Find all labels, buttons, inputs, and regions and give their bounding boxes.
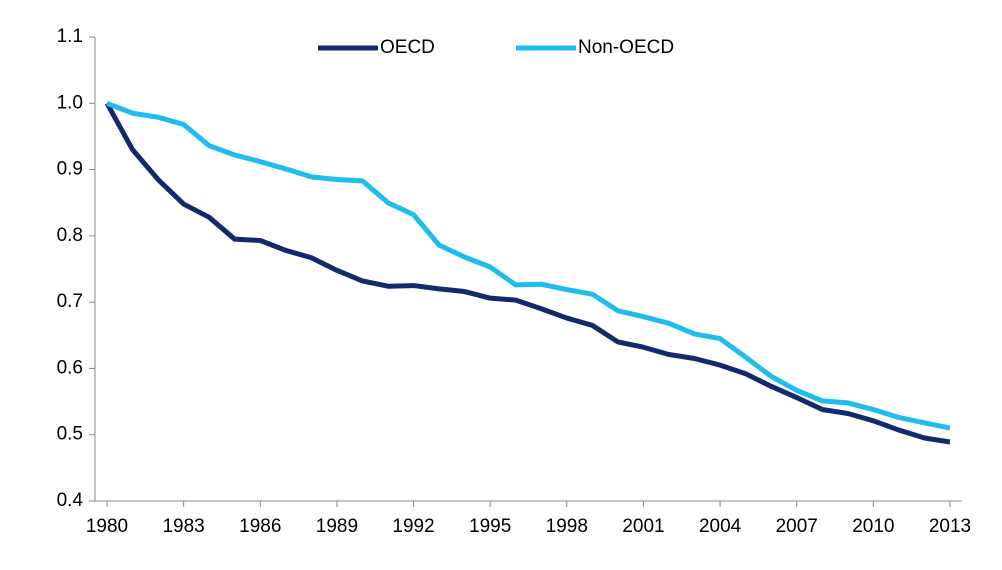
y-tick-label: 0.4 [57, 490, 84, 511]
x-tick-label: 1992 [392, 516, 434, 537]
x-tick-label: 2007 [776, 516, 818, 537]
x-tick-label: 2001 [622, 516, 664, 537]
y-tick-label: 0.5 [57, 424, 83, 445]
y-tick-label: 1.0 [57, 92, 83, 113]
y-tick-label: 0.6 [57, 357, 83, 378]
legend-label: Non-OECD [578, 37, 674, 58]
x-tick-label: 1986 [239, 516, 281, 537]
x-tick-label: 1983 [162, 516, 204, 537]
x-tick-label: 2004 [699, 516, 742, 537]
y-tick-label: 1.1 [57, 26, 83, 47]
x-tick-label: 1980 [86, 516, 128, 537]
x-tick-label: 2010 [852, 516, 894, 537]
x-tick-label: 1995 [469, 516, 511, 537]
y-tick-label: 0.9 [57, 159, 83, 180]
line-0 [104, 102, 951, 445]
y-tick-label: 0.7 [57, 291, 83, 312]
x-tick-label: 1998 [546, 516, 588, 537]
y-tick-label: 0.8 [57, 225, 83, 246]
line-1 [106, 100, 951, 431]
legend-label: OECD [380, 37, 435, 58]
x-tick-label: 1989 [316, 516, 358, 537]
x-tick-label: 2013 [929, 516, 971, 537]
